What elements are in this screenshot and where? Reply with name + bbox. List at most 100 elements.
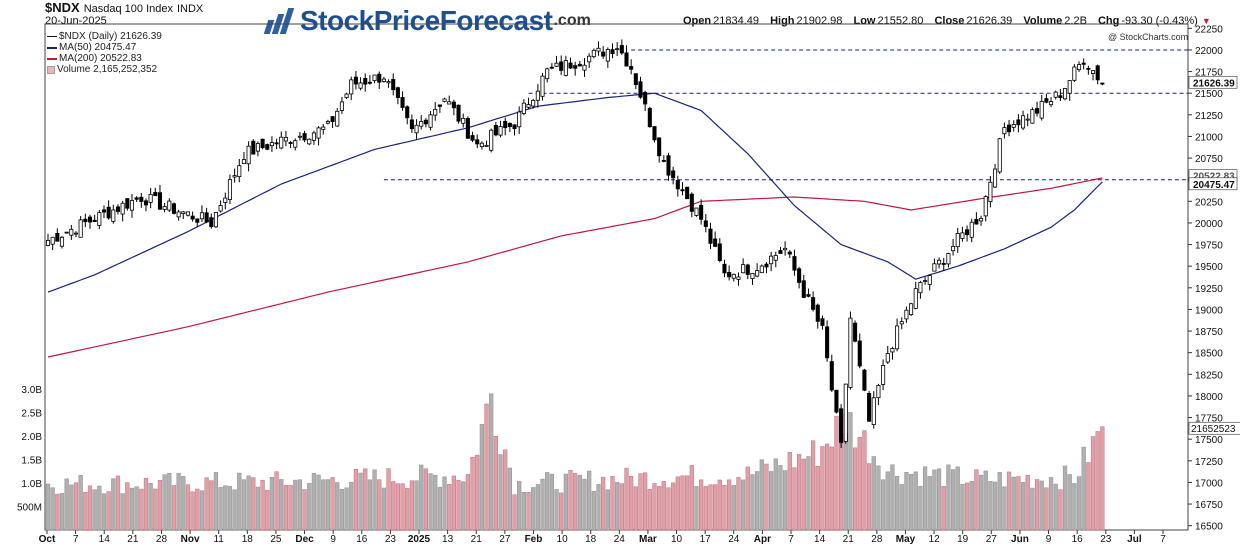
chart-legend: $NDX (Daily) 21626.39 MA(50) 20475.47 MA… — [47, 31, 162, 75]
volume-bar — [741, 479, 746, 531]
candle-body — [176, 211, 181, 218]
volume-bar — [1062, 465, 1068, 531]
candle-body — [115, 206, 121, 212]
volume-bar — [880, 479, 886, 531]
legend-ma50: MA(50) 20475.47 — [47, 42, 162, 53]
volume-bar — [862, 430, 867, 531]
volume-tick-label: 1.0B — [21, 479, 42, 490]
volume-bar — [1048, 477, 1054, 531]
volume-bar — [59, 493, 65, 531]
volume-bar — [783, 470, 788, 531]
volume-bar — [1030, 487, 1035, 531]
volume-tick-label: 1.5B — [21, 456, 42, 467]
candle-body — [92, 219, 97, 222]
volume-bar — [890, 464, 895, 531]
volume-bar — [358, 472, 363, 531]
ma200-line — [47, 177, 1103, 358]
date-tick-label: Nov — [181, 534, 200, 545]
volume-bar — [1039, 480, 1044, 531]
candle-body — [181, 211, 186, 215]
candle-body — [792, 256, 797, 271]
ma50-swatch-icon — [47, 46, 57, 49]
candle-body — [1100, 82, 1105, 85]
candle-body — [671, 170, 676, 179]
candle-body — [876, 385, 881, 399]
candle-body — [260, 138, 265, 149]
ma50-tag-text: 20475.47 — [1193, 180, 1235, 191]
candle-body — [615, 48, 620, 51]
date-tick-label: 14 — [814, 534, 826, 545]
candle-body — [1095, 65, 1100, 81]
volume-bar — [787, 452, 792, 531]
candle-body — [624, 52, 629, 67]
volume-bar — [545, 472, 550, 531]
candle-body — [330, 116, 335, 122]
candle-body — [148, 193, 153, 203]
volume-bar — [1044, 487, 1049, 531]
date-tick-label: 14 — [99, 534, 111, 545]
date-tick-label: Jun — [1011, 534, 1029, 545]
candle-body — [549, 66, 554, 69]
volume-bar — [517, 481, 522, 531]
candle-body — [680, 189, 685, 192]
date-tick-label: 27 — [986, 534, 998, 545]
volume-bar — [554, 489, 559, 531]
candle-body — [78, 219, 83, 238]
volume-bar — [866, 463, 872, 531]
date-tick-label: 28 — [156, 534, 168, 545]
candle-body — [241, 159, 246, 164]
volume-bar — [246, 475, 251, 531]
volume-bar — [69, 484, 74, 531]
candle-body — [213, 212, 218, 228]
date-tick-label: 23 — [1100, 534, 1112, 545]
candle-body — [829, 361, 834, 391]
volume-bar — [1067, 474, 1072, 531]
candle-body — [979, 218, 984, 222]
candle-body — [899, 321, 904, 325]
volume-bar — [1016, 476, 1021, 531]
candle-body — [596, 47, 601, 52]
candle-body — [386, 81, 391, 84]
volume-bar — [974, 469, 979, 531]
volume-bar — [377, 479, 382, 531]
volume-bar — [680, 475, 685, 531]
candle-body — [475, 139, 480, 145]
candle-body — [55, 233, 60, 242]
candle-body — [848, 317, 853, 388]
candle-body — [643, 92, 648, 105]
candle-body — [820, 318, 825, 326]
candle-body — [419, 121, 424, 127]
volume-bar — [125, 482, 130, 531]
price-tick-label: 17250 — [1195, 457, 1223, 468]
candle-body — [232, 175, 237, 178]
volume-bar — [64, 478, 69, 531]
candle-body — [913, 288, 918, 309]
volume-bar — [815, 465, 820, 531]
price-tick-label: 19750 — [1195, 241, 1223, 252]
volume-bar — [960, 484, 965, 531]
candle-body — [708, 228, 713, 244]
candle-body — [689, 193, 694, 212]
volume-bar — [978, 474, 984, 531]
volume-bar — [619, 483, 624, 531]
date-tick-label: 17 — [700, 534, 712, 545]
candle-body — [577, 63, 582, 67]
candle-body — [470, 135, 475, 141]
volume-bar — [73, 482, 79, 531]
candle-body — [535, 90, 540, 101]
volume-tick-label: 2.0B — [21, 432, 42, 443]
candle-body — [283, 136, 288, 142]
volume-bar — [876, 465, 881, 531]
volume-bar — [843, 432, 848, 531]
date-tick-label: 9 — [1046, 534, 1052, 545]
volume-bar — [559, 492, 564, 531]
candle-body — [465, 118, 470, 139]
last-price-tag-box — [1188, 75, 1238, 89]
price-tick-label: 22000 — [1195, 46, 1223, 57]
brand-logo[interactable]: StockPriceForecast .com — [262, 5, 591, 36]
price-axis: 16500 16750 17000 17250 17500 17750 18000 18250… — [1188, 24, 1223, 533]
volume-bars — [45, 393, 1105, 531]
candle-body — [45, 239, 51, 246]
candle-body — [255, 143, 260, 152]
